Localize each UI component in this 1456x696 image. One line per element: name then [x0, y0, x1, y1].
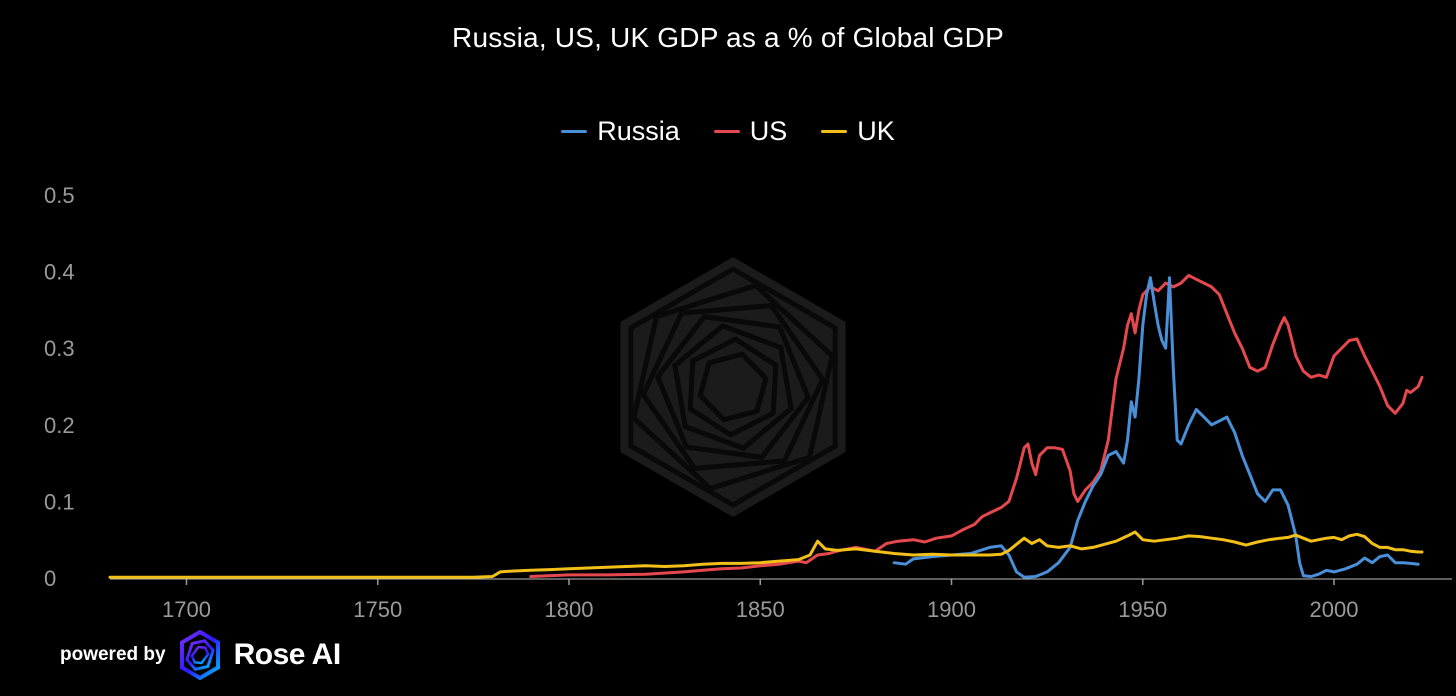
watermark-ring: [628, 266, 838, 508]
y-tick-label: 0.1: [44, 489, 75, 514]
series-line-russia[interactable]: [892, 276, 1420, 579]
y-tick-label: 0: [44, 566, 56, 591]
watermark-ring: [687, 336, 779, 438]
chart-title: Russia, US, UK GDP as a % of Global GDP: [452, 22, 1004, 53]
watermark-logo-icon: [620, 257, 846, 517]
legend-item-uk[interactable]: UK: [821, 116, 895, 147]
y-tick-label: 0.3: [44, 336, 75, 361]
watermark-ring: [697, 351, 769, 423]
powered-by-label: powered by: [60, 644, 166, 665]
rose-ai-logo-icon: [179, 630, 220, 680]
x-tick-label: 1900: [927, 597, 976, 622]
axes: 0 0.1 0.2 0.3 0.4 0.5 1700 1750 1800 1850 1900 1950…: [44, 183, 1452, 622]
legend-label: US: [749, 116, 788, 146]
x-tick-label: 1850: [736, 597, 785, 622]
y-tick-label: 0.5: [44, 183, 75, 208]
y-tick-label: 0.4: [44, 260, 75, 285]
watermark-ring: [631, 282, 835, 492]
legend-swatch: [821, 130, 848, 133]
watermark-hexagon: [620, 257, 846, 517]
watermark-ring: [640, 302, 826, 472]
x-tick-label: 1950: [1118, 597, 1167, 622]
legend-swatch: [561, 130, 588, 133]
x-tick-label: 1700: [162, 597, 211, 622]
x-tick-label: 2000: [1310, 597, 1359, 622]
watermark-ring: [672, 323, 794, 451]
legend: Russia US UK: [0, 116, 1456, 147]
x-tick-label: 1750: [353, 597, 402, 622]
legend-swatch: [713, 130, 740, 133]
legend-item-us[interactable]: US: [713, 116, 788, 147]
y-tick-label: 0.2: [44, 413, 75, 438]
series-line-uk[interactable]: [108, 530, 1424, 579]
branding[interactable]: powered by Rose AI: [60, 630, 341, 680]
x-tick-label: 1800: [545, 597, 594, 622]
brand-name: Rose AI: [233, 638, 342, 671]
legend-label: Russia: [597, 116, 680, 146]
legend-label: UK: [857, 116, 895, 146]
series-lines: [108, 273, 1424, 579]
watermark-ring: [654, 313, 812, 461]
legend-item-russia[interactable]: Russia: [561, 116, 680, 147]
